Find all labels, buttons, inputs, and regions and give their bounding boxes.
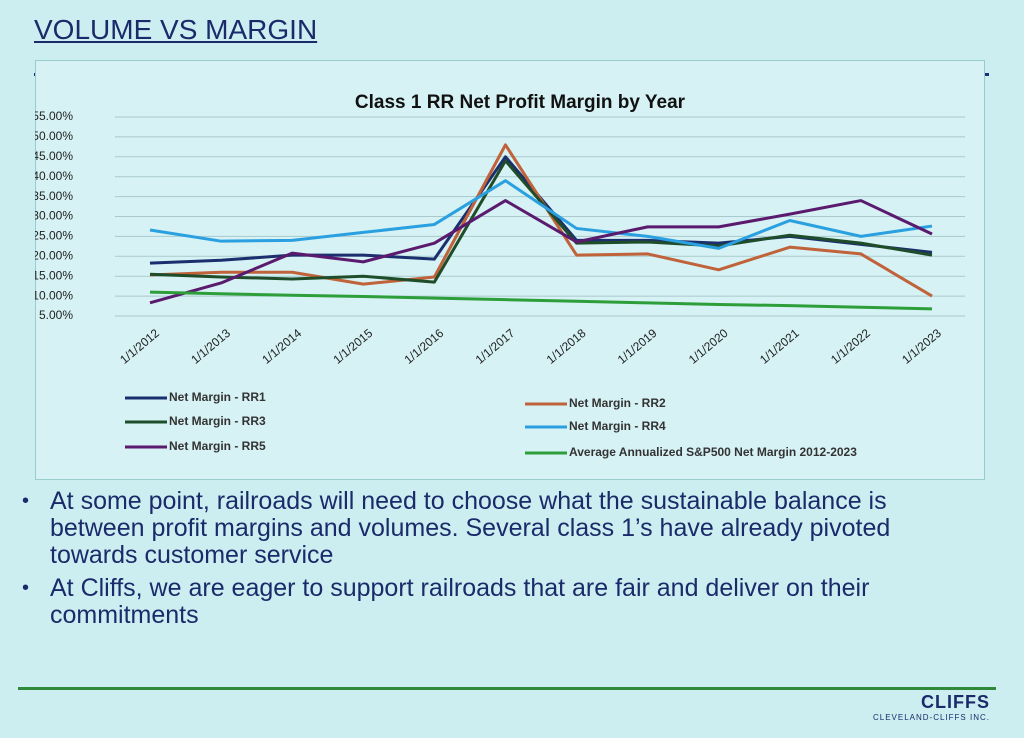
y-tick-label: 30.00%	[35, 209, 73, 223]
series-line	[149, 199, 933, 305]
logo: CLIFFS CLEVELAND-CLIFFS INC.	[870, 692, 990, 722]
y-tick-label: 15.00%	[35, 268, 73, 282]
y-tick-label: 45.00%	[35, 149, 73, 163]
chart-frame	[35, 60, 985, 480]
legend-label: Net Margin - RR3	[169, 414, 266, 428]
logo-name: CLIFFS	[921, 692, 990, 712]
bullets: At some point, railroads will need to ch…	[22, 488, 942, 635]
legend-label: Average Annualized S&P500 Net Margin 201…	[569, 445, 857, 459]
legend-label: Net Margin - RR2	[569, 396, 666, 410]
slide-title: VOLUME VS MARGIN	[34, 14, 318, 45]
y-tick-label: 50.00%	[35, 129, 73, 143]
bullet: At some point, railroads will need to ch…	[22, 488, 942, 569]
legend-label: Net Margin - RR4	[569, 419, 666, 433]
y-tick-label: 5.00%	[39, 308, 73, 322]
bullet: At Cliffs, we are eager to support railr…	[22, 575, 942, 629]
chart: Class 1 RR Net Profit Margin by Year 5.0…	[35, 60, 985, 480]
logo-subtitle: CLEVELAND-CLIFFS INC.	[872, 713, 990, 722]
y-tick-label: 55.00%	[35, 109, 73, 123]
legend-label: Net Margin - RR5	[169, 439, 266, 453]
y-tick-label: 20.00%	[35, 248, 73, 262]
y-tick-label: 25.00%	[35, 229, 73, 243]
series-line	[149, 290, 933, 311]
y-tick-label: 40.00%	[35, 169, 73, 183]
y-tick-label: 35.00%	[35, 189, 73, 203]
series-line	[149, 179, 933, 250]
legend-label: Net Margin - RR1	[169, 390, 266, 404]
y-tick-label: 10.00%	[35, 288, 73, 302]
footer-rule	[18, 687, 996, 690]
series-line	[149, 159, 933, 284]
chart-title: Class 1 RR Net Profit Margin by Year	[355, 92, 686, 113]
